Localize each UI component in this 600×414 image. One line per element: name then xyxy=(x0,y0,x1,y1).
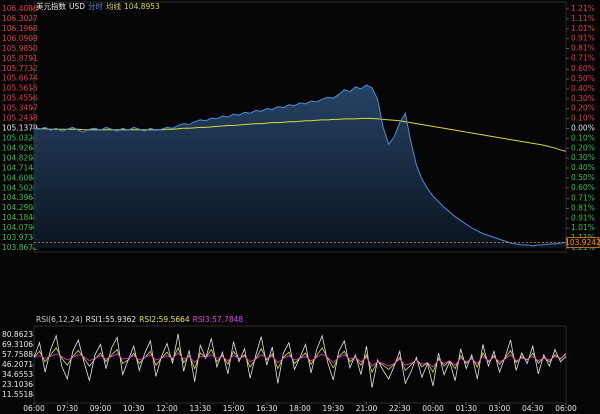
rsi-line xyxy=(33,352,567,368)
rsi1-value: 55.9362 xyxy=(105,315,136,324)
y2-tick-label: 1.01% xyxy=(571,24,595,33)
x-tick-label: 18:00 xyxy=(289,404,311,413)
x-tick-label: 21:00 xyxy=(356,404,378,413)
x-tick-label: 03:00 xyxy=(489,404,511,413)
y-tick-label: 105.0320 xyxy=(2,133,38,142)
y-tick-label: 106.1968 xyxy=(2,24,38,33)
y-tick-label: 105.9850 xyxy=(2,44,38,53)
y2-tick-label: 0.91% xyxy=(571,34,595,43)
rsi-tick-label: 23.1036 xyxy=(2,380,33,389)
avg-line xyxy=(33,117,567,152)
rsi1-name: RSI1: xyxy=(86,315,105,324)
y2-tick-label: 0.10% xyxy=(571,114,595,123)
y2-tick-label: 1.11% xyxy=(571,14,595,23)
rsi-tick-label: 34.6553 xyxy=(2,370,33,379)
y2-tick-label: 0.40% xyxy=(571,163,595,172)
y2-tick-label: 0.10% xyxy=(571,133,595,142)
rsi-tick-label: 46.2071 xyxy=(2,360,33,369)
price-legend: 分时 xyxy=(88,1,103,11)
rsi-legend: RSI(6,12,24) RSI1:55.9362 RSI2:59.5664 RSI3… xyxy=(36,315,243,324)
y-tick-label: 106.0909 xyxy=(2,34,38,43)
rsi-line xyxy=(33,333,567,388)
index-name: 美元指数 xyxy=(36,1,66,11)
y-tick-label: 104.7143 xyxy=(2,163,38,172)
header: 美元指数 USD 分时 均线 104.8953 xyxy=(36,1,160,11)
y2-tick-label: 0.20% xyxy=(571,104,595,113)
y-tick-label: 105.4556 xyxy=(2,94,38,103)
y-tick-label: 104.0790 xyxy=(2,223,38,232)
last-price-box xyxy=(566,237,600,249)
x-tick-label: 07:30 xyxy=(56,404,78,413)
y-tick-label: 104.3967 xyxy=(2,193,38,202)
x-tick-label: 16:30 xyxy=(256,404,278,413)
y-tick-label: 103.9731 xyxy=(2,233,38,242)
y2-tick-label: 0.20% xyxy=(571,143,595,152)
y-tick-label: 106.3027 xyxy=(2,14,38,23)
y-tick-label: 104.6084 xyxy=(2,173,38,182)
y-tick-label: 103.8672 xyxy=(2,243,38,252)
y-tick-label: 105.8791 xyxy=(2,54,38,63)
rsi3-name: RSI3: xyxy=(193,315,212,324)
avg-legend: 均线 xyxy=(106,1,121,11)
y-tick-label: 104.9261 xyxy=(2,143,38,152)
last-price-label: 103.9242 xyxy=(565,238,600,247)
y2-tick-label: 0.91% xyxy=(571,213,595,222)
x-tick-label: 00:00 xyxy=(422,404,444,413)
y-tick-label: 105.7732 xyxy=(2,64,38,73)
y-tick-label: 104.5025 xyxy=(2,183,38,192)
x-tick-label: 15:00 xyxy=(223,404,245,413)
price-area xyxy=(34,85,566,248)
x-tick-label: 22:30 xyxy=(389,404,411,413)
x-tick-label: 01:30 xyxy=(455,404,477,413)
plot: 106.4086106.3027106.1968106.0909105.9850… xyxy=(2,4,600,413)
y2-tick-label: 0.60% xyxy=(571,64,595,73)
y-tick-label: 104.1848 xyxy=(2,213,38,222)
rsi-tick-label: 57.7588 xyxy=(2,350,33,359)
x-tick-label: 10:30 xyxy=(123,404,145,413)
rsi-tick-label: 69.3106 xyxy=(2,340,33,349)
y2-tick-label: 0.30% xyxy=(571,94,595,103)
y-tick-label: 105.5615 xyxy=(2,84,38,93)
x-tick-label: 13:30 xyxy=(189,404,211,413)
avg-value: 104.8953 xyxy=(124,2,160,11)
rsi3-value: 57.7848 xyxy=(212,315,243,324)
y2-tick-label: 1.01% xyxy=(571,223,595,232)
y2-tick-label: 0.00% xyxy=(571,124,595,133)
y2-tick-label: 0.81% xyxy=(571,44,595,53)
y-tick-label: 105.6674 xyxy=(2,74,38,83)
y2-tick-label: 0.50% xyxy=(571,173,595,182)
y-tick-label: 105.3497 xyxy=(2,104,38,113)
rsi2-name: RSI2: xyxy=(139,315,158,324)
y2-tick-label: 0.71% xyxy=(571,53,595,62)
y2-tick-label: 0.81% xyxy=(571,203,595,212)
y2-tick-label: 0.60% xyxy=(571,183,595,192)
rsi2-value: 59.5664 xyxy=(159,315,190,324)
y-tick-label: 105.2438 xyxy=(2,114,38,123)
x-tick-label: 04:30 xyxy=(522,404,544,413)
main-panel xyxy=(33,1,567,253)
x-tick-label: 06:00 xyxy=(555,404,577,413)
symbol: USD xyxy=(69,2,85,11)
y2-tick-label: 0.30% xyxy=(571,153,595,162)
y2-tick-label: 0.50% xyxy=(571,74,595,83)
y-tick-label: 104.2908 xyxy=(2,203,38,212)
y-tick-label: 105.1379 xyxy=(2,124,38,133)
x-tick-label: 06:00 xyxy=(23,404,45,413)
y2-tick-label: 0.71% xyxy=(571,194,595,203)
price-line xyxy=(33,84,567,247)
x-tick-label: 09:00 xyxy=(90,404,112,413)
y-tick-label: 104.8202 xyxy=(2,153,38,162)
rsi-tick-label: 11.5518 xyxy=(2,390,33,399)
x-tick-label: 12:00 xyxy=(156,404,178,413)
rsi-title: RSI(6,12,24) xyxy=(36,315,83,324)
y2-tick-label: 1.21% xyxy=(571,4,595,13)
y-tick-label: 106.4086 xyxy=(2,4,38,13)
x-tick-label: 19:30 xyxy=(322,404,344,413)
rsi-tick-label: 80.8623 xyxy=(2,330,33,339)
y2-tick-label: 0.40% xyxy=(571,84,595,93)
